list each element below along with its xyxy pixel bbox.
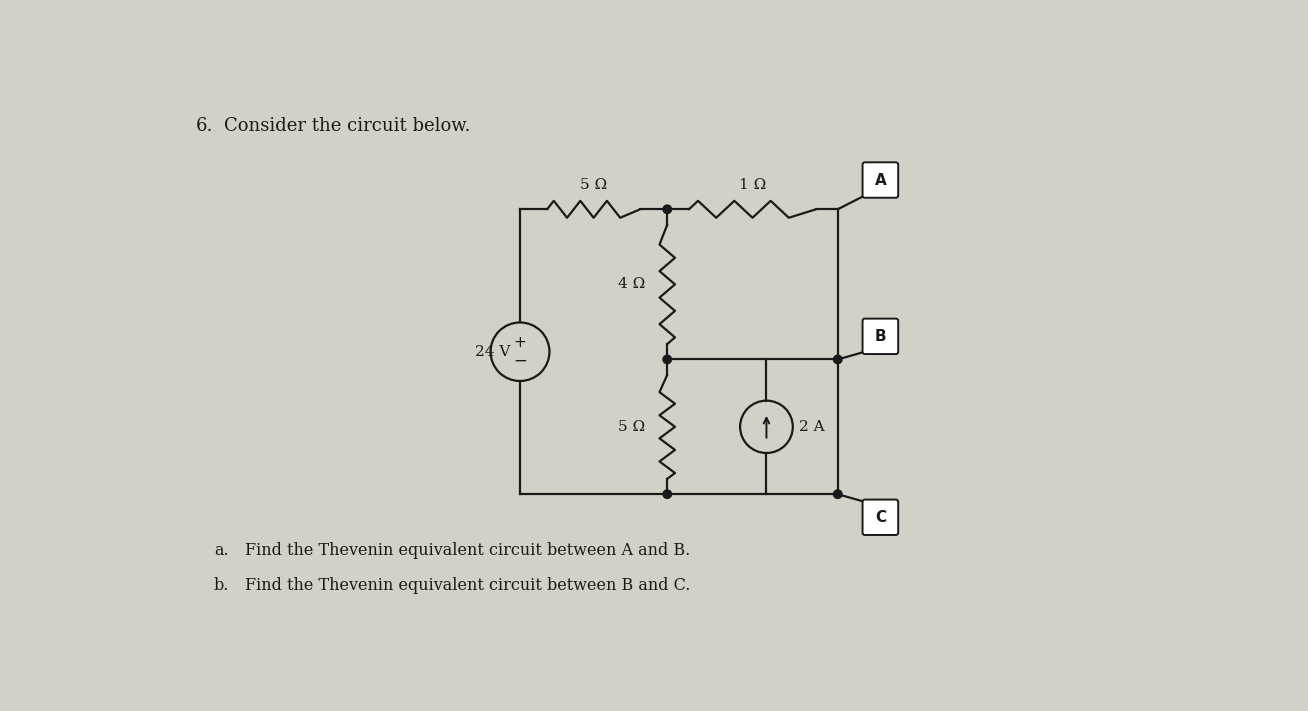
Text: +: + bbox=[514, 335, 526, 350]
Text: Find the Thevenin equivalent circuit between B and C.: Find the Thevenin equivalent circuit bet… bbox=[245, 577, 691, 594]
Circle shape bbox=[663, 356, 671, 363]
Text: B: B bbox=[875, 329, 887, 344]
Text: 4 Ω: 4 Ω bbox=[619, 277, 646, 292]
FancyBboxPatch shape bbox=[862, 319, 899, 354]
Text: 1 Ω: 1 Ω bbox=[739, 178, 766, 193]
FancyBboxPatch shape bbox=[862, 162, 899, 198]
Text: 5 Ω: 5 Ω bbox=[619, 419, 646, 434]
Text: 2 A: 2 A bbox=[799, 419, 824, 434]
Circle shape bbox=[663, 205, 671, 213]
FancyBboxPatch shape bbox=[862, 500, 899, 535]
Circle shape bbox=[833, 490, 842, 498]
Text: 6.: 6. bbox=[196, 117, 213, 135]
Text: A: A bbox=[875, 173, 887, 188]
Text: 24 V: 24 V bbox=[475, 345, 510, 359]
Text: Find the Thevenin equivalent circuit between A and B.: Find the Thevenin equivalent circuit bet… bbox=[245, 542, 691, 559]
Text: C: C bbox=[875, 510, 886, 525]
Text: −: − bbox=[513, 352, 527, 370]
Text: b.: b. bbox=[215, 577, 229, 594]
Text: 5 Ω: 5 Ω bbox=[579, 178, 607, 193]
Text: Consider the circuit below.: Consider the circuit below. bbox=[224, 117, 471, 135]
Circle shape bbox=[663, 490, 671, 498]
Circle shape bbox=[833, 356, 842, 363]
Text: a.: a. bbox=[215, 542, 229, 559]
